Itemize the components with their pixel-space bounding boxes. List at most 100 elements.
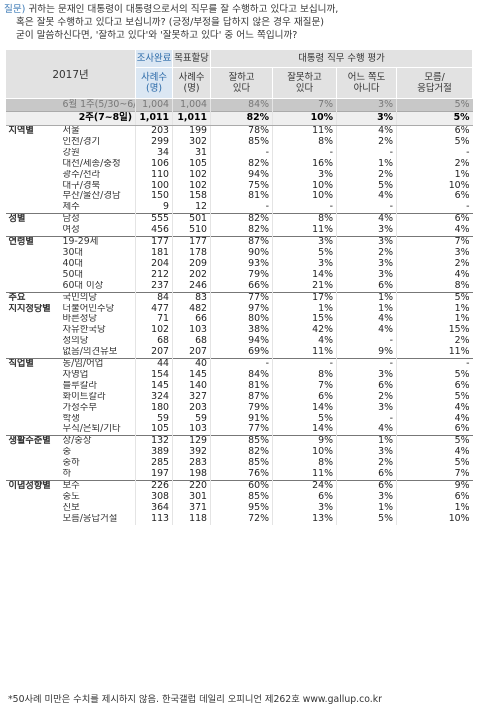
group-label bbox=[6, 314, 59, 325]
neither-pct: 2% bbox=[336, 458, 397, 470]
dk-pct: 1% bbox=[396, 169, 473, 181]
subgroup-label: 여성 bbox=[62, 225, 80, 236]
bad-pct: 13% bbox=[272, 513, 337, 525]
dk-pct: 1% bbox=[396, 502, 473, 514]
dk-pct: 6% bbox=[396, 125, 473, 137]
bad-pct: 11% bbox=[272, 347, 337, 359]
cases-target: 371 bbox=[172, 502, 211, 514]
dk-pct: - bbox=[396, 202, 473, 214]
subgroup-label: 제주 bbox=[62, 202, 80, 213]
cases-done: 197 bbox=[135, 469, 173, 481]
group-label bbox=[6, 202, 59, 213]
subgroup-label: 없음/의견유보 bbox=[62, 347, 118, 358]
group-label bbox=[6, 503, 59, 514]
good-header: 잘하고 있다 bbox=[210, 67, 274, 99]
bad-pct: - bbox=[272, 147, 337, 159]
bad-pct: - bbox=[272, 202, 337, 214]
dk-pct: 2% bbox=[396, 158, 473, 170]
subgroup-label: 모름/응답거절 bbox=[62, 513, 118, 524]
subgroup-label: 더불어민주당 bbox=[62, 303, 115, 314]
group-label bbox=[6, 148, 59, 159]
bad-pct: 17% bbox=[272, 291, 337, 304]
cases-done: 1,011 bbox=[135, 111, 173, 126]
bad-pct: 42% bbox=[272, 325, 337, 337]
cases-target: 501 bbox=[172, 213, 211, 226]
neither-pct: - bbox=[336, 358, 397, 370]
good-pct: 76% bbox=[210, 469, 273, 481]
good-pct: 90% bbox=[210, 247, 273, 259]
cases-target: 105 bbox=[172, 158, 211, 170]
neither-pct: 6% bbox=[336, 469, 397, 481]
subgroup-label: 바른정당 bbox=[62, 314, 98, 325]
subgroup-label: 중 bbox=[62, 447, 72, 458]
bad-pct: 1% bbox=[272, 303, 337, 315]
neither-pct: - bbox=[336, 336, 397, 348]
subgroup-label: 부산/울산/경남 bbox=[62, 191, 121, 202]
good-pct: 38% bbox=[210, 325, 273, 337]
good-pct: 94% bbox=[210, 169, 273, 181]
cases-target: 220 bbox=[172, 479, 211, 492]
bad-pct: 16% bbox=[272, 158, 337, 170]
bad-pct: 14% bbox=[272, 402, 337, 414]
cases-done: 100 bbox=[135, 180, 173, 192]
table-row: 지지정당별 더불어민주당 477 482 97% 1% 1% 1% bbox=[6, 303, 473, 315]
good-pct: 95% bbox=[210, 502, 273, 514]
cases-target: 145 bbox=[172, 369, 211, 381]
dk-header: 모름/ 응답거절 bbox=[396, 67, 474, 99]
cases-target: 68 bbox=[172, 336, 211, 348]
dk-pct: 4% bbox=[396, 269, 473, 281]
bad-pct: 8% bbox=[272, 369, 337, 381]
bad-pct: 3% bbox=[272, 502, 337, 514]
neither-pct: 3% bbox=[336, 447, 397, 459]
group-label bbox=[6, 414, 59, 425]
subgroup-label: 대전/세종/충청 bbox=[62, 158, 121, 169]
group-label bbox=[6, 281, 59, 292]
subgroup-label: 40대 bbox=[62, 258, 84, 269]
question-label: 질문) bbox=[4, 4, 26, 15]
bad-pct: 3% bbox=[272, 236, 337, 248]
subgroup-label: 농/임/어업 bbox=[58, 358, 136, 370]
table-row: 제주 9 12- - - - bbox=[6, 202, 473, 214]
cases-done: 44 bbox=[135, 358, 173, 370]
subgroup-label: 블루칼라 bbox=[62, 380, 98, 391]
dk-pct: 7% bbox=[396, 236, 473, 248]
cases-target: 209 bbox=[172, 258, 211, 270]
group-label bbox=[6, 170, 59, 181]
neither-pct: 3% bbox=[336, 369, 397, 381]
subgroup-label: 상/중상 bbox=[58, 435, 136, 448]
subgroup-label: 자영업 bbox=[62, 369, 89, 380]
table-row: 생활수준별 상/중상 132 129 85% 9% 1% 5% bbox=[5, 435, 473, 448]
question-text: 질문) 귀하는 문재인 대통령이 대통령으로서의 직무를 잘 수행하고 있다고 … bbox=[4, 3, 474, 42]
group-label bbox=[6, 225, 59, 236]
neither-pct: 3% bbox=[336, 402, 397, 414]
cases-done: 285 bbox=[135, 458, 173, 470]
table-row: 중도 308 301 85% 6% 3% 6% bbox=[6, 491, 473, 503]
neither-pct: 6% bbox=[336, 479, 397, 492]
group-label bbox=[6, 336, 59, 347]
subgroup-label: 대구/경북 bbox=[62, 180, 101, 191]
cases-target: 302 bbox=[172, 136, 211, 148]
bad-pct: 6% bbox=[272, 491, 337, 503]
cases-target: 103 bbox=[172, 424, 211, 436]
cases-target: 301 bbox=[172, 491, 211, 503]
cases-done: 477 bbox=[135, 303, 173, 315]
bad-pct: 3% bbox=[272, 169, 337, 181]
neither-pct: 2% bbox=[336, 169, 397, 181]
dk-pct: 2% bbox=[396, 258, 473, 270]
table-row: 성별 남성 555 501 82% 8% 4% 6% bbox=[5, 213, 473, 226]
table-row: 학생 59 59 91% 5% -4% bbox=[6, 413, 473, 425]
table-row: 60대 이상 237 246 66% 21% 6% 8% bbox=[6, 280, 473, 293]
group-label bbox=[6, 159, 59, 170]
cases-target: 482 bbox=[172, 303, 211, 315]
bad-pct: 6% bbox=[272, 391, 337, 403]
group-label bbox=[6, 181, 59, 192]
group-label bbox=[6, 447, 59, 458]
subgroup-label: 6월 1주(5/30~6/1) bbox=[58, 98, 136, 112]
neither-pct: 2% bbox=[336, 136, 397, 148]
dk-pct: 8% bbox=[396, 280, 473, 293]
table-row: 무직/은퇴/기타 105 103 77% 14% 4% 6% bbox=[6, 424, 473, 436]
good-pct: - bbox=[210, 358, 273, 370]
table-row: 블루칼라 145 140 81% 7% 6% 6% bbox=[6, 380, 473, 392]
cases-done: 207 bbox=[135, 347, 173, 359]
dk-pct: 2% bbox=[396, 336, 473, 348]
